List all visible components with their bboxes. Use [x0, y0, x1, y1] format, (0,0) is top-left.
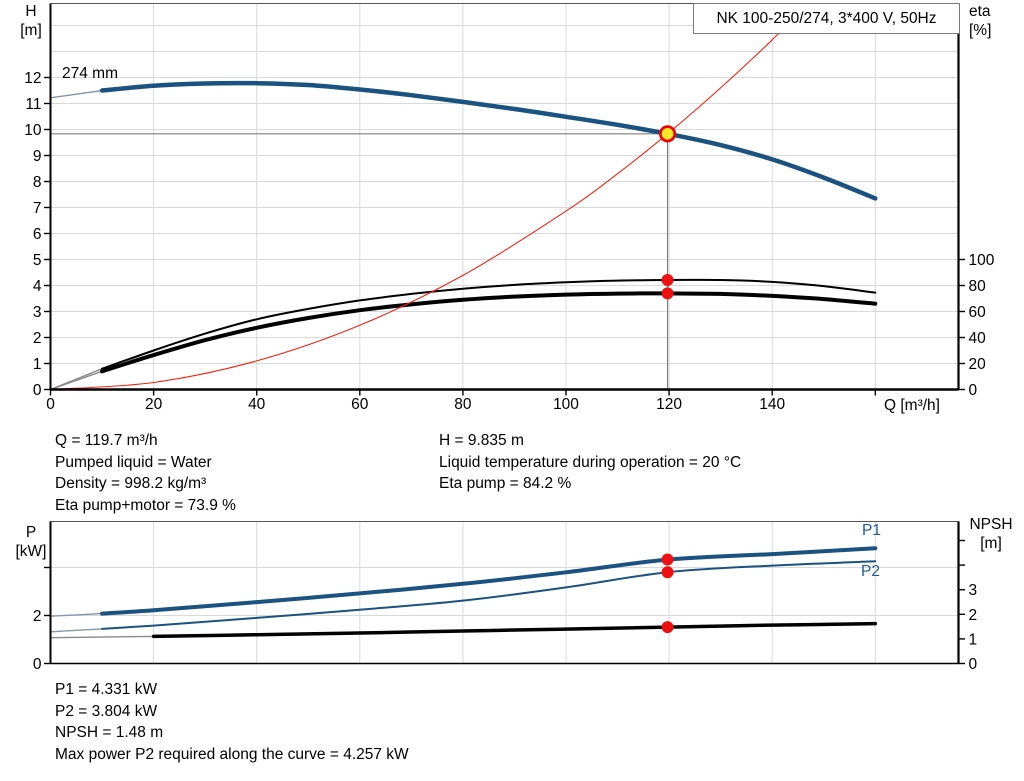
curve-eta-pump-motor [100, 291, 878, 374]
annotation-line: Eta pump+motor = 73.9 % [55, 497, 236, 515]
y-axis-tick-label: 9 [33, 148, 42, 165]
annotation-line: Density = 998.2 kg/m³ [55, 475, 207, 493]
curve-npsh-thin [50, 635, 154, 639]
y-axis-tick-label: 8 [33, 174, 42, 191]
y2-axis-tick-label: 20 [969, 356, 987, 373]
y-axis-tick-label: 3 [33, 304, 42, 321]
x-axis-tick-label: 140 [759, 396, 785, 413]
annotation-line: NPSH = 1.48 m [55, 724, 164, 742]
npsh-axis-unit: NPSH [m] [962, 515, 1020, 553]
y2-axis-tick-label: 0 [969, 656, 978, 673]
power-axis-unit-line2: [kW] [15, 543, 47, 560]
npsh-axis-unit-line2: [m] [980, 535, 1002, 552]
curve-title-text: NK 100-250/274, 3*400 V, 50Hz [716, 9, 937, 27]
duty-info-right: H = 9.835 m Liquid temperature during ope… [439, 430, 741, 495]
curve-value-dot [661, 287, 674, 300]
curve-value-dot [661, 566, 674, 579]
x-axis-tick-label: 0 [46, 396, 55, 413]
y2-axis-tick-label: 40 [969, 330, 987, 347]
x-axis-tick-label: 40 [248, 396, 266, 413]
curve-p1-thin [50, 612, 103, 617]
head-axis-unit-line1: H [25, 3, 37, 20]
x-axis-tick-label: 20 [145, 396, 163, 413]
annotation-line: Liquid temperature during operation = 20… [439, 453, 742, 471]
annotation-line: Q = 119.7 m³/h [55, 432, 158, 449]
head-axis-unit: H [m] [12, 2, 50, 40]
y-axis-tick-label: 0 [33, 382, 42, 399]
y-axis-tick-label: 10 [24, 122, 42, 139]
y-axis-tick-label: 4 [33, 278, 42, 295]
curve-274-mm [99, 80, 878, 201]
y-axis-tick-label: 6 [33, 226, 42, 243]
x-axis-tick-label: 100 [553, 396, 579, 413]
npsh-axis-unit-line1: NPSH [969, 516, 1013, 533]
y-axis-tick-label: 11 [25, 96, 41, 113]
y2-axis-tick-label: 60 [969, 304, 987, 321]
curve-p1 [100, 546, 878, 616]
curve-p2 [101, 560, 877, 630]
annotation-line: Max power P2 required along the curve = … [55, 746, 409, 764]
y-axis-tick-label: 1 [33, 356, 42, 373]
y-axis-tick-label: 7 [33, 200, 42, 217]
annotation-line: Eta pump = 84.2 % [439, 475, 572, 493]
duty-info-left: Q = 119.7 m³/h Pumped liquid = Water Densi… [55, 430, 236, 517]
annotation-line: H = 9.835 m [439, 432, 524, 449]
annotation-line: Pumped liquid = Water [55, 453, 212, 471]
duty-point-marker[interactable] [659, 125, 677, 143]
y2-axis-tick-label: 0 [969, 382, 978, 399]
x-axis-tick-label: 80 [454, 396, 472, 413]
flow-axis-unit: Q [m³/h] [884, 397, 940, 414]
power-info-block: P1 = 4.331 kW P2 = 3.804 kW NPSH = 1.48 m M… [55, 679, 409, 766]
curve-value-dot [661, 274, 674, 287]
eta-axis-unit-line1: eta [969, 3, 991, 20]
curve-274-mm-thin [50, 89, 103, 99]
y2-axis-tick-label: 100 [969, 252, 995, 269]
y2-axis-tick-label: 80 [969, 278, 987, 295]
curve-value-dot [661, 553, 674, 566]
y-axis-tick-label: 0 [33, 656, 42, 673]
y-axis-tick-label: 12 [24, 70, 41, 87]
y-axis-tick-label: 2 [33, 608, 42, 625]
eta-axis-unit: eta [%] [969, 2, 1015, 40]
curve-p2-thin [50, 628, 103, 633]
annotation-line: P2 = 3.804 kW [55, 702, 158, 720]
curve-eta-pump-motor-thin [50, 370, 103, 391]
curve-value-dot [661, 621, 674, 634]
annotation-line: P1 = 4.331 kW [55, 681, 158, 698]
y-axis-tick-label: 2 [33, 330, 42, 347]
curve-npsh [151, 621, 878, 639]
head-axis-unit-line2: [m] [20, 22, 42, 39]
y2-axis-tick-label: 1 [969, 631, 978, 648]
curve-system-curve [50, 4, 807, 391]
impeller-diameter-label: 274 mm [62, 65, 118, 82]
power-axis-unit: P [kW] [8, 523, 54, 561]
x-axis-tick-label: 120 [656, 396, 682, 413]
y-axis-tick-label: 5 [33, 252, 42, 269]
p1-curve-label: P1 [862, 522, 881, 539]
p2-curve-label: P2 [861, 563, 880, 580]
y2-axis-tick-label: 2 [969, 607, 978, 624]
power-axis-unit-line1: P [25, 524, 37, 541]
x-axis-tick-label: 60 [351, 396, 369, 413]
curve-eta-pump [101, 278, 877, 370]
curve-title-box: NK 100-250/274, 3*400 V, 50Hz [693, 3, 960, 34]
eta-axis-unit-line2: [%] [969, 22, 992, 39]
y2-axis-tick-label: 3 [969, 582, 978, 599]
